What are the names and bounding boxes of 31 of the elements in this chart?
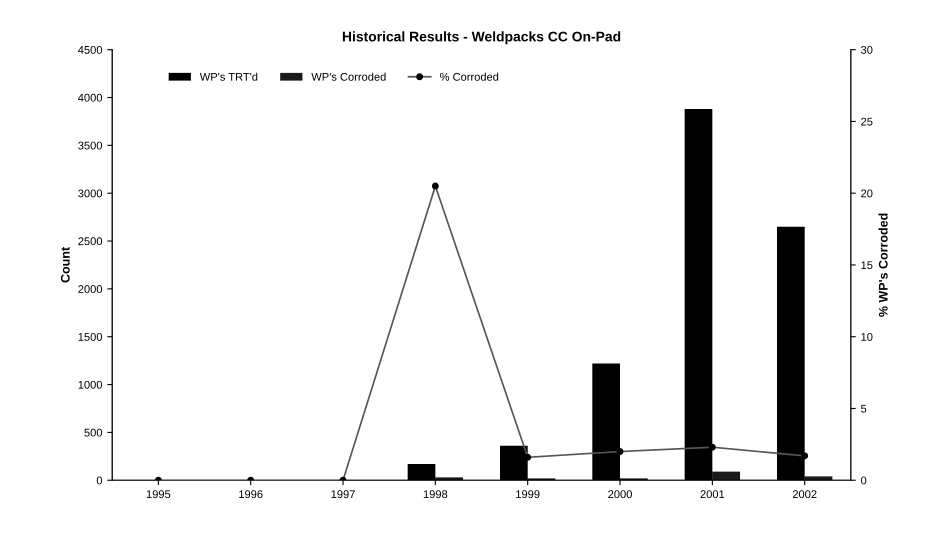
y-tick-label: 500 [84, 428, 102, 437]
y-tick-label: 2500 [78, 237, 102, 246]
y-tick-label: 1000 [78, 380, 102, 389]
y-tick-label: 4000 [78, 94, 102, 102]
y-tick-label: 3000 [78, 189, 102, 198]
x-tick-label: 1996 [239, 490, 263, 498]
legend-label: WP's Corroded [311, 72, 386, 81]
x-tick-label: 1995 [146, 490, 170, 498]
y-tick-label: 1500 [78, 332, 102, 341]
x-tick-label: 1998 [424, 490, 448, 498]
y2-tick-label: 30 [860, 46, 872, 54]
y2-axis-title: % WP's Corroded [878, 214, 888, 317]
x-tick-label: 1997 [332, 490, 355, 498]
y2-tick-label: 25 [861, 118, 872, 126]
x-tick-label: 2001 [700, 490, 724, 498]
y-axis-title: Count [60, 247, 70, 282]
y-tick-label: 0 [96, 476, 102, 484]
chart-title: Historical Results - Weldpacks CC On-Pad [342, 31, 620, 44]
y2-tick-label: 0 [861, 476, 866, 484]
y-tick-label: 3500 [78, 142, 102, 150]
y2-tick-label: 15 [861, 261, 872, 270]
legend-label: WP's TRT'd [200, 72, 258, 81]
y-tick-label: 4500 [78, 46, 102, 54]
x-tick-label: 2002 [792, 490, 816, 498]
y2-tick-label: 20 [861, 189, 872, 198]
y-tick-label: 2000 [78, 285, 102, 294]
legend-label: % Corroded [440, 72, 498, 81]
x-tick-label: 1999 [516, 490, 540, 498]
y2-tick-label: 5 [861, 404, 866, 413]
y2-tick-label: 10 [861, 332, 872, 341]
x-tick-label: 2000 [608, 490, 632, 498]
